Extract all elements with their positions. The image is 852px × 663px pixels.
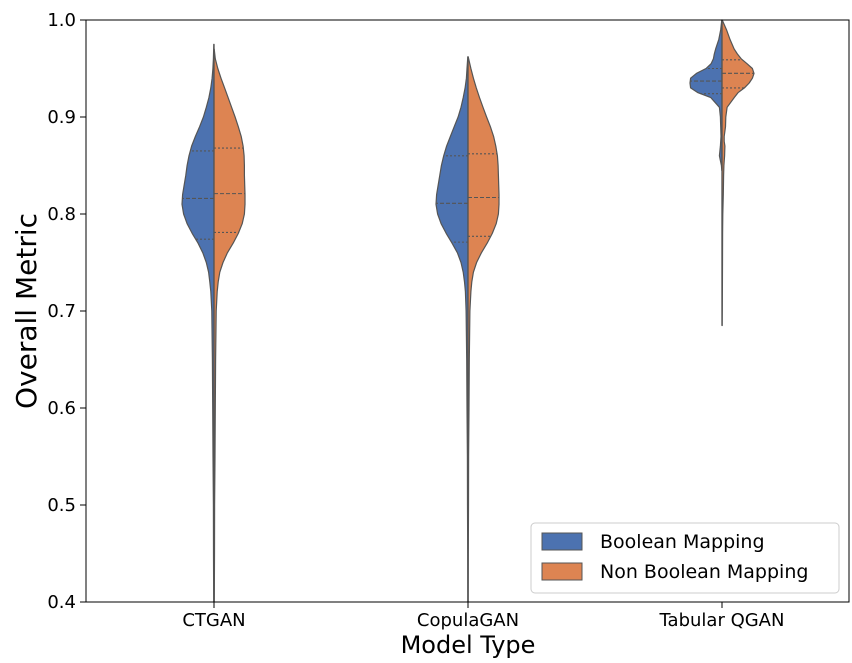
y-tick-label: 1.0 — [47, 10, 76, 31]
y-tick-label: 0.7 — [47, 301, 76, 322]
quartile-lines-layer — [182, 59, 754, 243]
violin-tabular-qgan-boolean-mapping — [689, 19, 723, 171]
legend-swatch-boolean-mapping — [541, 532, 583, 551]
violins-layer — [181, 19, 755, 603]
y-tick-label: 0.6 — [47, 398, 76, 419]
y-tick-label: 0.9 — [47, 107, 76, 128]
violin-ctgan-non-boolean-mapping — [213, 48, 246, 603]
y-axis: 0.4 0.5 0.6 0.7 0.8 0.9 1.0 — [47, 10, 86, 613]
y-axis-title: Overall Metric — [10, 213, 43, 409]
legend: Boolean Mapping Non Boolean Mapping — [530, 522, 840, 594]
legend-swatch-non-boolean-mapping — [541, 562, 583, 581]
x-axis: CTGAN CopulaGAN Tabular QGAN — [182, 602, 784, 631]
y-tick-label: 0.5 — [47, 495, 76, 516]
x-tick-label-copulagan: CopulaGAN — [417, 610, 519, 631]
violin-ctgan-boolean-mapping — [181, 43, 215, 603]
x-tick-label-tabular-qgan: Tabular QGAN — [659, 610, 785, 631]
violin-tabular-qgan-non-boolean-mapping — [721, 19, 755, 327]
y-tick-label: 0.8 — [47, 204, 76, 225]
legend-label-non-boolean-mapping: Non Boolean Mapping — [600, 561, 808, 583]
violin-copulagan-boolean-mapping — [435, 56, 469, 603]
y-tick-label: 0.4 — [47, 592, 76, 613]
x-axis-title: Model Type — [401, 631, 536, 659]
legend-box — [530, 522, 840, 594]
x-tick-label-ctgan: CTGAN — [182, 610, 245, 631]
violin-copulagan-non-boolean-mapping — [467, 56, 500, 603]
legend-label-boolean-mapping: Boolean Mapping — [600, 531, 765, 553]
